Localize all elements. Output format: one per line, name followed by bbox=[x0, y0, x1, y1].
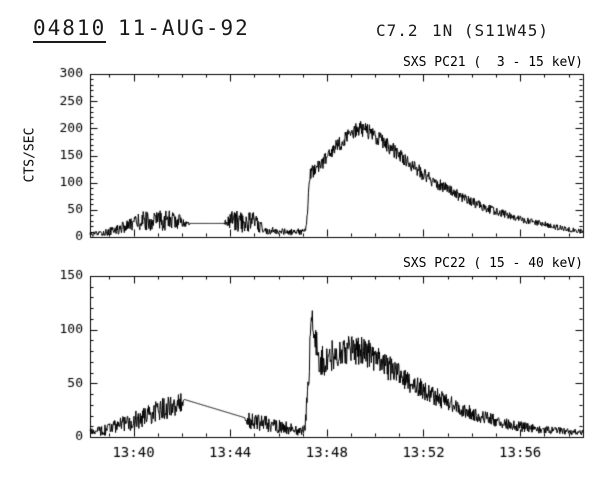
panel-title-pc21: SXS PC21 ( 3 - 15 keV) bbox=[402, 55, 583, 70]
event-number: 04810 bbox=[33, 16, 107, 43]
flare-date: 11-AUG-92 bbox=[118, 16, 250, 40]
goes-class: C7.2 bbox=[376, 21, 419, 40]
panel-title-pc22: SXS PC22 ( 15 - 40 keV) bbox=[402, 256, 583, 271]
y-axis-label: CTS/SEC bbox=[22, 127, 38, 183]
importance-location: 1N (S11W45) bbox=[432, 21, 549, 40]
